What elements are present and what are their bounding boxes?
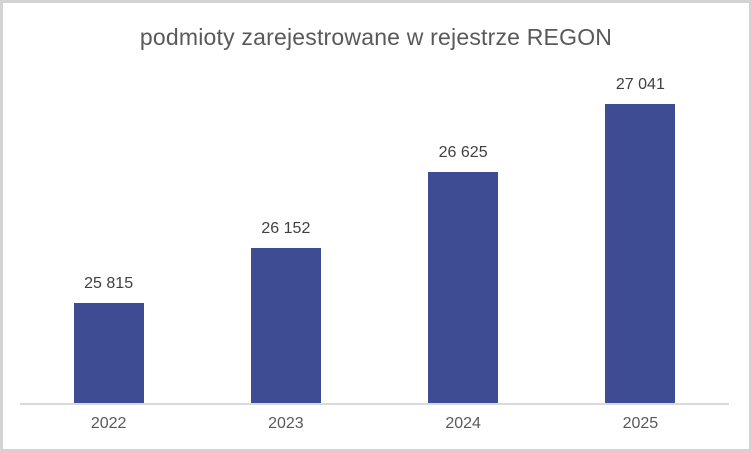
bar-column-2024: 26 625 — [375, 144, 552, 403]
bar-column-2025: 27 041 — [552, 76, 729, 403]
x-axis-tick-labels: 2022 2023 2024 2025 — [20, 415, 729, 433]
bar-column-2022: 25 815 — [20, 275, 197, 403]
data-label-2024: 26 625 — [438, 144, 488, 161]
data-label-2025: 27 041 — [615, 76, 665, 93]
data-label-2023: 26 152 — [261, 220, 311, 237]
x-tick-label-2022: 2022 — [90, 415, 127, 432]
data-label-2022: 25 815 — [84, 275, 134, 292]
x-tick-label-2025: 2025 — [622, 415, 659, 432]
chart-title: podmioty zarejestrowane w rejestrze REGO… — [139, 24, 613, 50]
bar-2025 — [605, 104, 676, 403]
bar-2022 — [73, 303, 144, 403]
bar-column-2023: 26 152 — [197, 220, 374, 403]
x-tick-label-2023: 2023 — [268, 415, 304, 432]
bar-2024 — [428, 172, 499, 403]
x-tick-label-2024: 2024 — [445, 415, 481, 432]
bar-2023 — [250, 248, 321, 403]
plot-area: 25 815 26 152 26 625 27 041 — [20, 70, 729, 405]
